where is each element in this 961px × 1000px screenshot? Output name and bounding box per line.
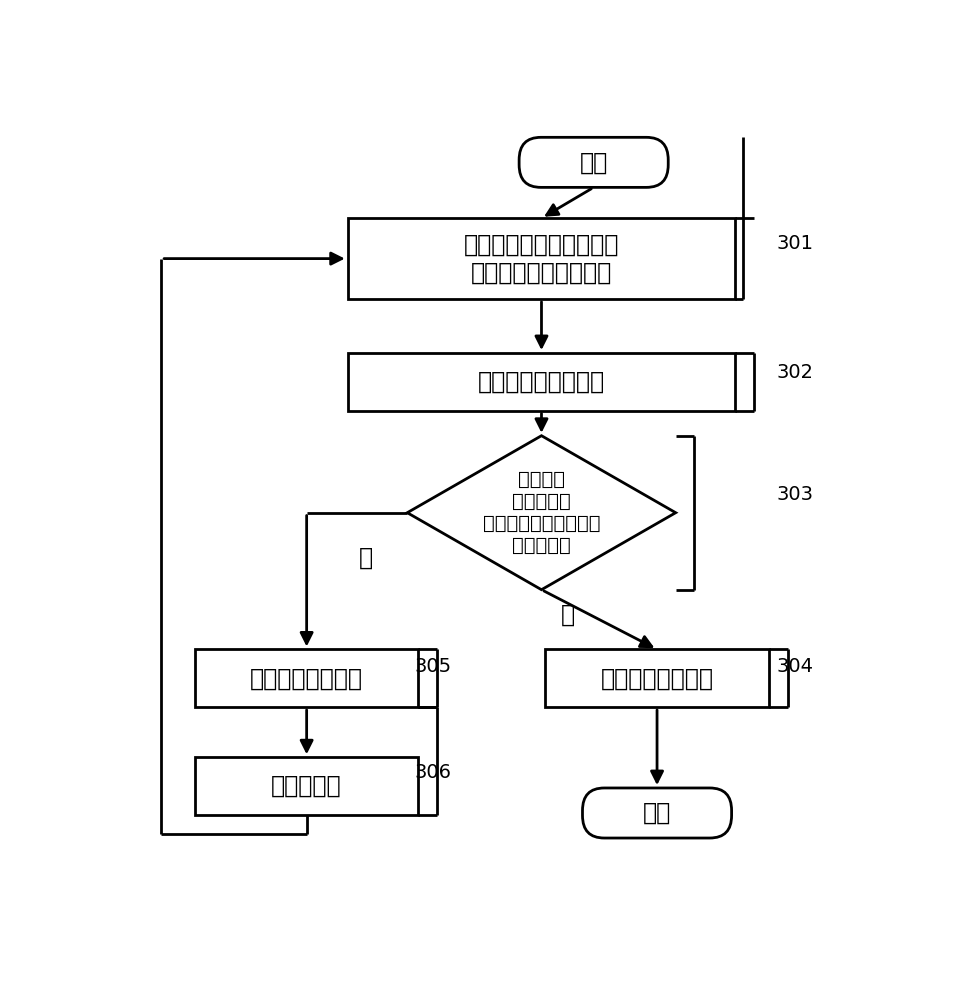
Bar [347,218,734,299]
Text: 摄像头获取测试图像: 摄像头获取测试图像 [478,370,604,394]
Text: 结束: 结束 [642,801,671,825]
Text: 305: 305 [414,657,452,676]
Bar [194,757,418,815]
Text: 301: 301 [776,234,812,253]
Text: 否: 否 [358,545,373,569]
Text: 303: 303 [776,485,812,504]
Text: 是: 是 [560,602,574,626]
Text: 302: 302 [776,363,812,382]
FancyBboxPatch shape [582,788,731,838]
Text: 输出标定成功信息: 输出标定成功信息 [600,666,713,690]
Polygon shape [407,436,675,590]
Text: 将标定件设置在站台部上
方，与扫描仪本体平行: 将标定件设置在站台部上 方，与扫描仪本体平行 [463,233,619,284]
Bar [347,353,734,411]
Text: 开始: 开始 [579,150,607,174]
Text: 306: 306 [414,763,452,782]
Text: 304: 304 [776,657,812,676]
Text: 输出标定失败信息: 输出标定失败信息 [250,666,362,690]
Text: 调整站台部: 调整站台部 [271,774,341,798]
FancyBboxPatch shape [519,137,668,187]
Bar [545,649,768,707]
Bar [194,649,418,707]
Text: 比较测试
图像和预存
的标定图像相似度是否
大于预设值: 比较测试 图像和预存 的标定图像相似度是否 大于预设值 [482,470,600,555]
